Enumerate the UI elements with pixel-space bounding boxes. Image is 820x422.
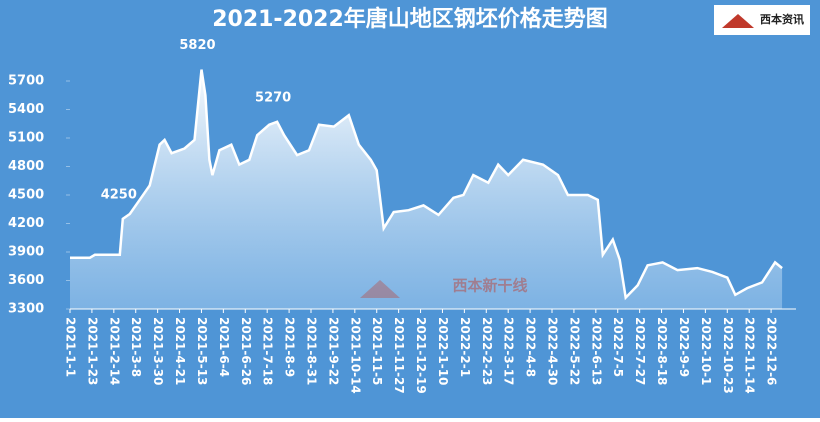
y-tick-label: 3300: [8, 302, 44, 317]
x-tick-label: 2021-2-14: [107, 317, 121, 385]
y-tick-label: 4200: [8, 216, 44, 231]
x-tick-label: 2021-3-30: [151, 317, 165, 385]
logo-box: [714, 5, 810, 35]
x-tick-label: 2021-1-23: [85, 317, 99, 385]
y-tick-label: 5700: [8, 74, 44, 89]
area: [70, 69, 783, 309]
y-tick-label: 5100: [8, 131, 44, 146]
x-tick-label: 2021-4-21: [173, 317, 187, 385]
x-tick-label: 2022-10-1: [699, 317, 713, 385]
x-tick-label: 2021-3-8: [129, 317, 143, 377]
x-tick-label: 2022-4-8: [524, 317, 538, 377]
x-tick-label: 2021-5-13: [195, 317, 209, 385]
x-tick-label: 2021-8-31: [305, 317, 319, 385]
x-tick-label: 2022-8-18: [655, 317, 669, 385]
chart-title: 2021-2022年唐山地区钢坯价格走势图: [212, 6, 608, 32]
y-tick-label: 5400: [8, 102, 44, 117]
x-tick-label: 2021-6-26: [239, 317, 253, 385]
x-tick-label: 2022-5-22: [567, 317, 581, 385]
x-tick-label: 2021-8-9: [283, 317, 297, 377]
x-tick-label: 2022-12-6: [765, 317, 779, 385]
x-tick-label: 2021-7-18: [261, 317, 275, 385]
logo-icon: [722, 14, 754, 28]
x-tick-label: 2021-11-27: [392, 317, 406, 394]
x-tick-label: 2022-7-5: [611, 317, 625, 377]
watermark: 西本新干线: [452, 277, 527, 295]
y-tick-label: 4500: [8, 188, 44, 203]
annotation: 5820: [179, 38, 215, 53]
y-tick-label: 3900: [8, 245, 44, 260]
x-tick-label: 2022-10-23: [721, 317, 735, 394]
x-tick-label: 2022-2-23: [480, 317, 494, 385]
watermark-icon: [360, 280, 400, 298]
x-tick-label: 2021-10-14: [348, 317, 362, 394]
annotation: 5270: [255, 90, 291, 105]
x-tick-label: 2021-6-4: [217, 317, 231, 377]
x-tick-label: 2022-4-30: [546, 317, 560, 385]
x-tick-label: 2022-9-9: [677, 317, 691, 377]
x-tick-label: 2022-11-14: [743, 317, 757, 394]
x-tick-label: 2021-12-19: [414, 317, 428, 394]
x-tick-label: 2022-1-10: [436, 317, 450, 385]
x-tick-label: 2022-7-27: [633, 317, 647, 385]
x-tick-label: 2021-1-1: [64, 317, 78, 377]
logo-text: 西本资讯: [760, 12, 804, 26]
x-tick-label: 2022-6-13: [589, 317, 603, 385]
x-tick-label: 2021-11-5: [370, 317, 384, 385]
y-tick-label: 3600: [8, 273, 44, 288]
x-tick-label: 2022-3-17: [502, 317, 516, 385]
y-tick-label: 4800: [8, 159, 44, 174]
x-tick-label: 2021-9-22: [326, 317, 340, 385]
line: [70, 69, 783, 301]
annotation: 4250: [101, 187, 137, 202]
x-tick-label: 2022-2-1: [458, 317, 472, 377]
